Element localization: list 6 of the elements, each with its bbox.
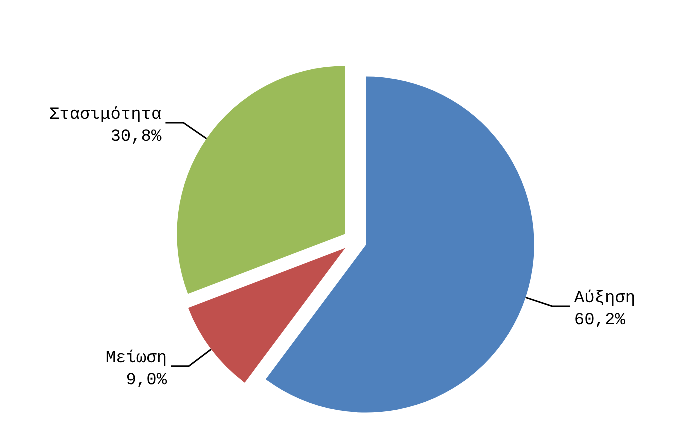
slice-label: Αύξηση (574, 290, 636, 309)
slice-label: Μείωση (106, 349, 168, 368)
data-label: 30,8% (110, 128, 162, 148)
data-label: 9,0% (126, 371, 168, 390)
slice-label: Στασιμότητα (49, 106, 162, 126)
data-label: 60,2% (574, 312, 626, 331)
